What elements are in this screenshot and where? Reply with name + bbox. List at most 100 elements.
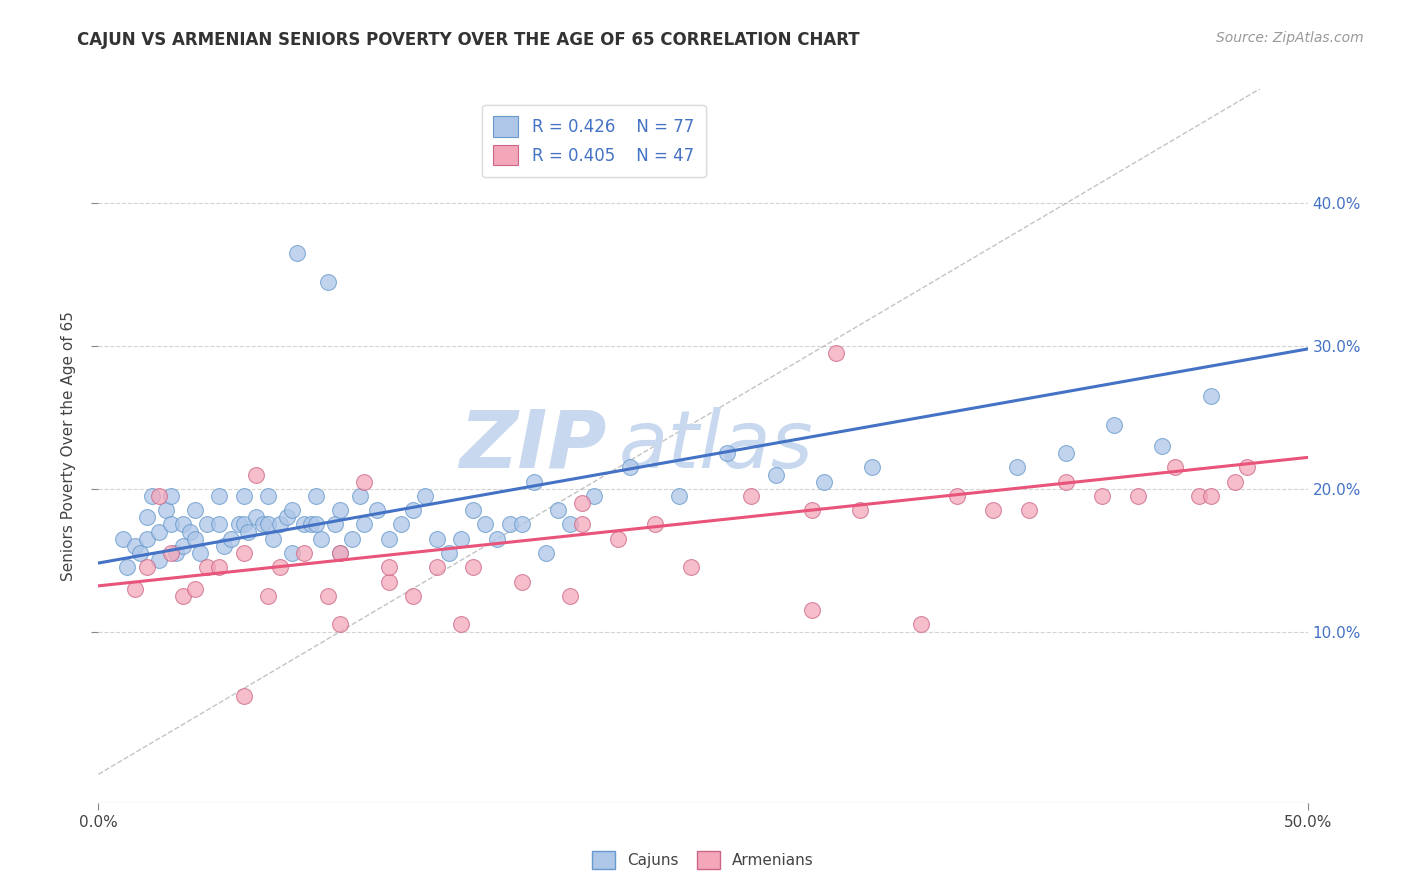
Point — [135, 532, 157, 546]
Point — [325, 517, 347, 532]
Point — [547, 503, 569, 517]
Point — [1091, 489, 1114, 503]
Point — [232, 546, 254, 560]
Point — [208, 489, 231, 503]
Point — [232, 489, 254, 503]
Point — [571, 496, 593, 510]
Point — [160, 489, 183, 503]
Point — [825, 346, 848, 360]
Point — [377, 574, 399, 589]
Point — [402, 589, 425, 603]
Point — [1199, 389, 1222, 403]
Point — [117, 560, 139, 574]
Point — [172, 517, 194, 532]
Text: atlas: atlas — [619, 407, 813, 485]
Point — [148, 553, 170, 567]
Point — [1128, 489, 1150, 503]
Point — [463, 503, 485, 517]
Point — [160, 517, 183, 532]
Point — [172, 539, 194, 553]
Point — [305, 517, 328, 532]
Point — [981, 503, 1004, 517]
Legend: Cajuns, Armenians: Cajuns, Armenians — [586, 845, 820, 875]
Point — [1018, 503, 1040, 517]
Point — [583, 489, 606, 503]
Point — [262, 532, 284, 546]
Point — [188, 546, 211, 560]
Point — [299, 517, 322, 532]
Point — [1188, 489, 1211, 503]
Point — [276, 510, 298, 524]
Point — [208, 517, 231, 532]
Point — [269, 560, 291, 574]
Point — [450, 617, 472, 632]
Point — [342, 532, 364, 546]
Point — [195, 560, 218, 574]
Point — [141, 489, 163, 503]
Point — [426, 560, 449, 574]
Point — [305, 489, 328, 503]
Point — [256, 589, 278, 603]
Point — [179, 524, 201, 539]
Point — [245, 467, 267, 482]
Point — [232, 517, 254, 532]
Point — [148, 524, 170, 539]
Point — [426, 532, 449, 546]
Point — [474, 517, 496, 532]
Point — [329, 617, 352, 632]
Point — [232, 689, 254, 703]
Point — [558, 589, 581, 603]
Point — [571, 517, 593, 532]
Point — [389, 517, 412, 532]
Point — [558, 517, 581, 532]
Point — [946, 489, 969, 503]
Point — [269, 517, 291, 532]
Point — [172, 589, 194, 603]
Point — [1007, 460, 1029, 475]
Point — [413, 489, 436, 503]
Point — [281, 546, 304, 560]
Point — [860, 460, 883, 475]
Point — [510, 517, 533, 532]
Point — [1054, 446, 1077, 460]
Point — [285, 246, 308, 260]
Point — [184, 582, 207, 596]
Point — [716, 446, 738, 460]
Text: Source: ZipAtlas.com: Source: ZipAtlas.com — [1216, 31, 1364, 45]
Point — [228, 517, 250, 532]
Point — [740, 489, 762, 503]
Point — [800, 603, 823, 617]
Point — [309, 532, 332, 546]
Point — [349, 489, 371, 503]
Point — [128, 546, 150, 560]
Point — [486, 532, 509, 546]
Point — [366, 503, 388, 517]
Point — [463, 560, 485, 574]
Point — [329, 503, 352, 517]
Point — [607, 532, 630, 546]
Point — [800, 503, 823, 517]
Point — [281, 503, 304, 517]
Point — [245, 510, 267, 524]
Point — [329, 546, 352, 560]
Point — [316, 589, 339, 603]
Text: ZIP: ZIP — [458, 407, 606, 485]
Legend: R = 0.426    N = 77, R = 0.405    N = 47: R = 0.426 N = 77, R = 0.405 N = 47 — [482, 104, 706, 177]
Point — [813, 475, 835, 489]
Point — [534, 546, 557, 560]
Point — [148, 489, 170, 503]
Point — [619, 460, 641, 475]
Point — [238, 524, 260, 539]
Text: CAJUN VS ARMENIAN SENIORS POVERTY OVER THE AGE OF 65 CORRELATION CHART: CAJUN VS ARMENIAN SENIORS POVERTY OVER T… — [77, 31, 860, 49]
Point — [523, 475, 546, 489]
Point — [498, 517, 520, 532]
Point — [184, 532, 207, 546]
Point — [679, 560, 702, 574]
Point — [135, 560, 157, 574]
Point — [329, 546, 352, 560]
Point — [450, 532, 472, 546]
Point — [1163, 460, 1185, 475]
Point — [256, 517, 278, 532]
Point — [353, 517, 375, 532]
Point — [111, 532, 134, 546]
